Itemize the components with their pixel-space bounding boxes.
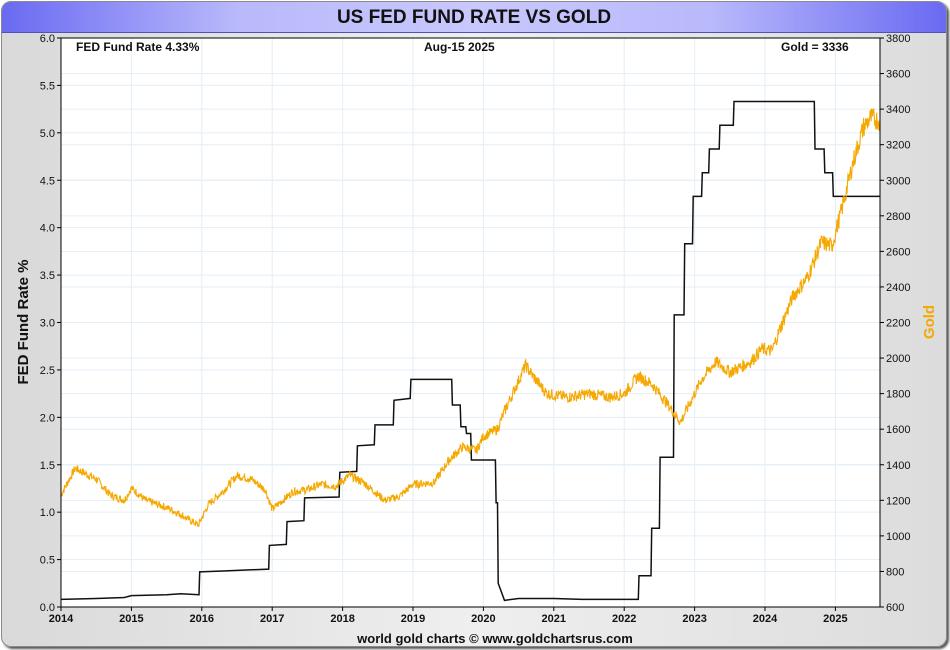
- footer-credit: world gold charts © www.goldchartsrus.co…: [356, 631, 633, 646]
- y2-tick-label: 1600: [886, 424, 910, 436]
- y2-tick-label: 2400: [886, 282, 910, 294]
- y2-axis-label: Gold: [921, 305, 938, 339]
- y-tick-label: 1.5: [40, 460, 55, 472]
- rate-annotation: FED Fund Rate 4.33%: [76, 40, 200, 54]
- x-tick-label: 2014: [49, 613, 74, 625]
- y-tick-label: 2.5: [40, 365, 55, 377]
- x-tick-label: 2016: [190, 613, 214, 625]
- x-tick-label: 2018: [330, 613, 354, 625]
- date-annotation: Aug-15 2025: [424, 40, 495, 54]
- y-tick-label: 1.0: [40, 507, 55, 519]
- y-tick-label: 5.0: [40, 128, 55, 140]
- y-tick-label: 3.0: [40, 318, 55, 330]
- fed-fund-rate-line: [60, 100, 880, 602]
- axes-group: 2014 2015 2016 2017 2018 2019 2020 2021 2022 2023…: [40, 33, 911, 625]
- x-tick-label: 2020: [471, 613, 495, 625]
- gold-annotation: Gold = 3336: [781, 40, 849, 54]
- y2-tick-label: 1000: [886, 531, 910, 543]
- y2-tick-label: 1200: [886, 495, 910, 507]
- y2-tick-label: 3200: [886, 140, 910, 152]
- x-tick-label: 2017: [260, 613, 284, 625]
- y2-tick-label: 2000: [886, 353, 910, 365]
- x-tick-label: 2015: [119, 613, 143, 625]
- y2-tick-label: 3800: [886, 33, 910, 45]
- series-group: [60, 100, 881, 602]
- x-tick-label: 2023: [682, 613, 706, 625]
- y2-tick-label: 1800: [886, 389, 910, 401]
- y-axis-label: FED Fund Rate %: [15, 259, 32, 384]
- x-tick-label: 2025: [823, 613, 847, 625]
- y2-tick-label: 800: [886, 566, 904, 578]
- y2-tick-label: 3400: [886, 104, 910, 116]
- y-tick-label: 4.5: [40, 175, 55, 187]
- y2-tick-label: 3000: [886, 175, 910, 187]
- x-tick-label: 2024: [753, 613, 778, 625]
- y-tick-label: 4.0: [40, 223, 55, 235]
- y2-tick-label: 3600: [886, 69, 910, 81]
- chart-title: US FED FUND RATE VS GOLD: [336, 7, 612, 28]
- y-tick-label: 2.0: [40, 412, 55, 424]
- y2-tick-label: 600: [886, 602, 904, 614]
- gold-price-line: [60, 107, 881, 527]
- y2-tick-label: 2600: [886, 246, 910, 258]
- title-bar: [2, 2, 946, 33]
- y2-tick-label: 2200: [886, 318, 910, 330]
- y-tick-label: 6.0: [40, 33, 55, 45]
- x-tick-label: 2021: [542, 613, 566, 625]
- grid-lines: [61, 37, 880, 608]
- y2-tick-label: 2800: [886, 211, 910, 223]
- y-tick-label: 5.5: [40, 80, 55, 92]
- x-tick-label: 2022: [612, 613, 636, 625]
- x-tick-label: 2019: [401, 613, 425, 625]
- y2-tick-label: 1400: [886, 460, 910, 472]
- y-tick-label: 0.5: [40, 555, 55, 567]
- y-tick-label: 3.5: [40, 270, 55, 282]
- y-tick-label: 0.0: [40, 602, 55, 614]
